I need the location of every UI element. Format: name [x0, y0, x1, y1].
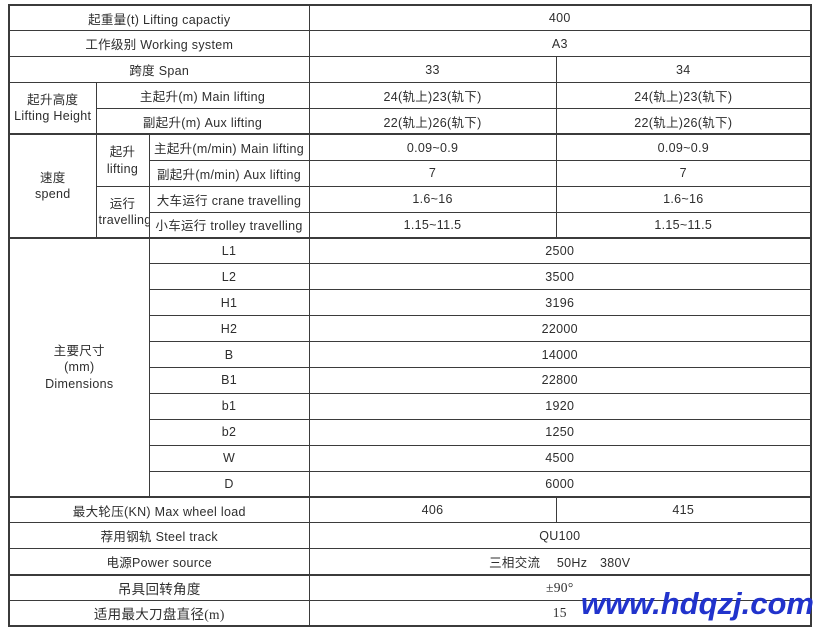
dimension-label: W [148, 444, 310, 472]
dimensions-group-zh: 主要尺寸 [53, 344, 105, 359]
speed-travelling-subgroup-en: travelling [98, 212, 149, 227]
speed-group: 速度 spend [8, 133, 97, 239]
row-power-source: 电源Power source 三相交流 50Hz 380V [8, 548, 812, 576]
dimension-label: B1 [148, 366, 310, 394]
row-max-wheel-load: 最大轮压(KN) Max wheel load 406 415 [8, 495, 812, 524]
working-system-value: A3 [308, 30, 812, 58]
max-cutter-diameter-label: 适用最大刀盘直径(m) [8, 599, 310, 627]
dimension-label: b2 [148, 418, 310, 446]
crane-travelling-label: 大车运行 crane travelling [148, 185, 310, 213]
speed-lifting-subgroup-en: lifting [106, 161, 139, 176]
lifting-capacity-value: 400 [308, 4, 812, 32]
row-crane-travelling: 运行 travelling 大车运行 crane travelling 1.6~… [9, 185, 812, 239]
crane-spec-table: 起重量(t) Lifting capactiy 400 工作级别 Working… [8, 4, 813, 628]
max-wheel-load-label: 最大轮压(KN) Max wheel load [8, 495, 310, 524]
row-max-cutter-diameter: 适用最大刀盘直径(m) 15 [8, 599, 812, 627]
row-dimension-B1: B1 22800 [9, 366, 812, 394]
aux-lifting-label: 副起升(m) Aux lifting [95, 108, 310, 135]
max-wheel-load-value-col1: 406 [308, 495, 557, 524]
dimension-value: 3500 [308, 263, 812, 291]
main-lifting-label: 主起升(m) Main lifting [95, 82, 310, 110]
span-value-col2: 34 [555, 56, 812, 84]
row-aux-lifting-height: 副起升(m) Aux lifting 22(轨上)26(轨下) 22(轨上)26… [9, 108, 812, 135]
dimension-value: 22800 [308, 366, 812, 394]
hook-rotation-label: 吊具回转角度 [8, 573, 310, 601]
row-dimension-D: D 6000 [9, 470, 812, 498]
span-label: 跨度 Span [8, 56, 310, 84]
dimension-label: b1 [148, 392, 310, 420]
speed-travelling-subgroup-zh: 运行 [109, 196, 136, 211]
row-dimension-L2: L2 3500 [9, 263, 812, 291]
speed-lifting-subgroup: 起升 lifting [95, 133, 150, 187]
aux-lifting-value-col1: 22(轨上)26(轨下) [308, 108, 557, 135]
power-source-label: 电源Power source [8, 548, 310, 576]
row-dimension-L1: 主要尺寸 (mm) Dimensions L1 2500 [8, 237, 812, 498]
hook-rotation-value: ±90° [308, 573, 812, 601]
speed-group-en: spend [34, 187, 71, 202]
row-span: 跨度 Span 33 34 [8, 56, 812, 84]
max-cutter-diameter-value: 15 [308, 599, 812, 627]
row-speed-aux-lifting: 副起升(m/min) Aux lifting 7 7 [9, 159, 812, 187]
max-wheel-load-value-col2: 415 [555, 495, 812, 524]
speed-aux-lifting-value-col2: 7 [555, 159, 812, 187]
dimension-value: 1250 [308, 418, 812, 446]
crane-travelling-value-col2: 1.6~16 [555, 185, 812, 213]
lifting-height-group-zh: 起升高度 [27, 93, 79, 108]
span-value-col1: 33 [308, 56, 557, 84]
speed-main-lifting-value-col1: 0.09~0.9 [308, 133, 557, 161]
main-lifting-value-col1: 24(轨上)23(轨下) [308, 82, 557, 110]
dimension-value: 4500 [308, 444, 812, 472]
lifting-capacity-label: 起重量(t) Lifting capactiy [8, 4, 310, 32]
dimension-value: 1920 [308, 392, 812, 420]
trolley-travelling-value-col2: 1.15~11.5 [555, 211, 812, 239]
speed-group-zh: 速度 [39, 170, 66, 185]
speed-main-lifting-value-col2: 0.09~0.9 [555, 133, 812, 161]
steel-track-value: QU100 [308, 522, 812, 550]
dimension-label: D [148, 470, 310, 498]
row-main-lifting-height: 起升高度 Lifting Height 主起升(m) Main lifting … [8, 82, 812, 135]
row-dimension-W: W 4500 [9, 444, 812, 472]
speed-aux-lifting-label: 副起升(m/min) Aux lifting [148, 159, 310, 187]
dimension-value: 14000 [308, 341, 812, 368]
speed-lifting-subgroup-zh: 起升 [109, 145, 136, 160]
watermark-link[interactable]: www.hdqzj.com [580, 586, 814, 621]
dimensions-group-en: Dimensions [45, 376, 114, 391]
aux-lifting-value-col2: 22(轨上)26(轨下) [555, 108, 812, 135]
row-hook-rotation: 吊具回转角度 ±90° [8, 573, 812, 601]
speed-travelling-subgroup: 运行 travelling [95, 185, 150, 239]
speed-aux-lifting-value-col1: 7 [308, 159, 557, 187]
lifting-height-group: 起升高度 Lifting Height [8, 82, 97, 135]
dimension-label: H2 [148, 315, 310, 343]
row-trolley-travelling: 小车运行 trolley travelling 1.15~11.5 1.15~1… [9, 211, 812, 239]
trolley-travelling-value-col1: 1.15~11.5 [308, 211, 557, 239]
crane-travelling-value-col1: 1.6~16 [308, 185, 557, 213]
main-lifting-value-col2: 24(轨上)23(轨下) [555, 82, 812, 110]
dimension-value: 2500 [308, 237, 812, 265]
row-steel-track: 荐用钢轨 Steel track QU100 [8, 522, 812, 550]
dimension-value: 22000 [308, 315, 812, 343]
row-speed-main-lifting: 速度 spend 起升 lifting 主起升(m/min) Main lift… [8, 133, 812, 239]
row-working-system: 工作级别 Working system A3 [8, 30, 812, 58]
dimension-label: L2 [148, 263, 310, 291]
dimension-label: B [148, 341, 310, 368]
dimensions-group-unit: (mm) [64, 360, 95, 375]
working-system-label: 工作级别 Working system [8, 30, 310, 58]
dimension-value: 6000 [308, 470, 812, 498]
dimension-label: L1 [148, 237, 310, 265]
steel-track-label: 荐用钢轨 Steel track [8, 522, 310, 550]
trolley-travelling-label: 小车运行 trolley travelling [148, 211, 310, 239]
power-source-value: 三相交流 50Hz 380V [308, 548, 812, 576]
row-dimension-b1: b1 1920 [9, 392, 812, 420]
row-lifting-capacity: 起重量(t) Lifting capactiy 400 [8, 4, 812, 32]
lifting-height-group-en: Lifting Height [14, 109, 92, 124]
speed-main-lifting-label: 主起升(m/min) Main lifting [148, 133, 310, 161]
dimensions-group: 主要尺寸 (mm) Dimensions [8, 237, 150, 498]
dimension-label: H1 [148, 289, 310, 317]
dimension-value: 3196 [308, 289, 812, 317]
